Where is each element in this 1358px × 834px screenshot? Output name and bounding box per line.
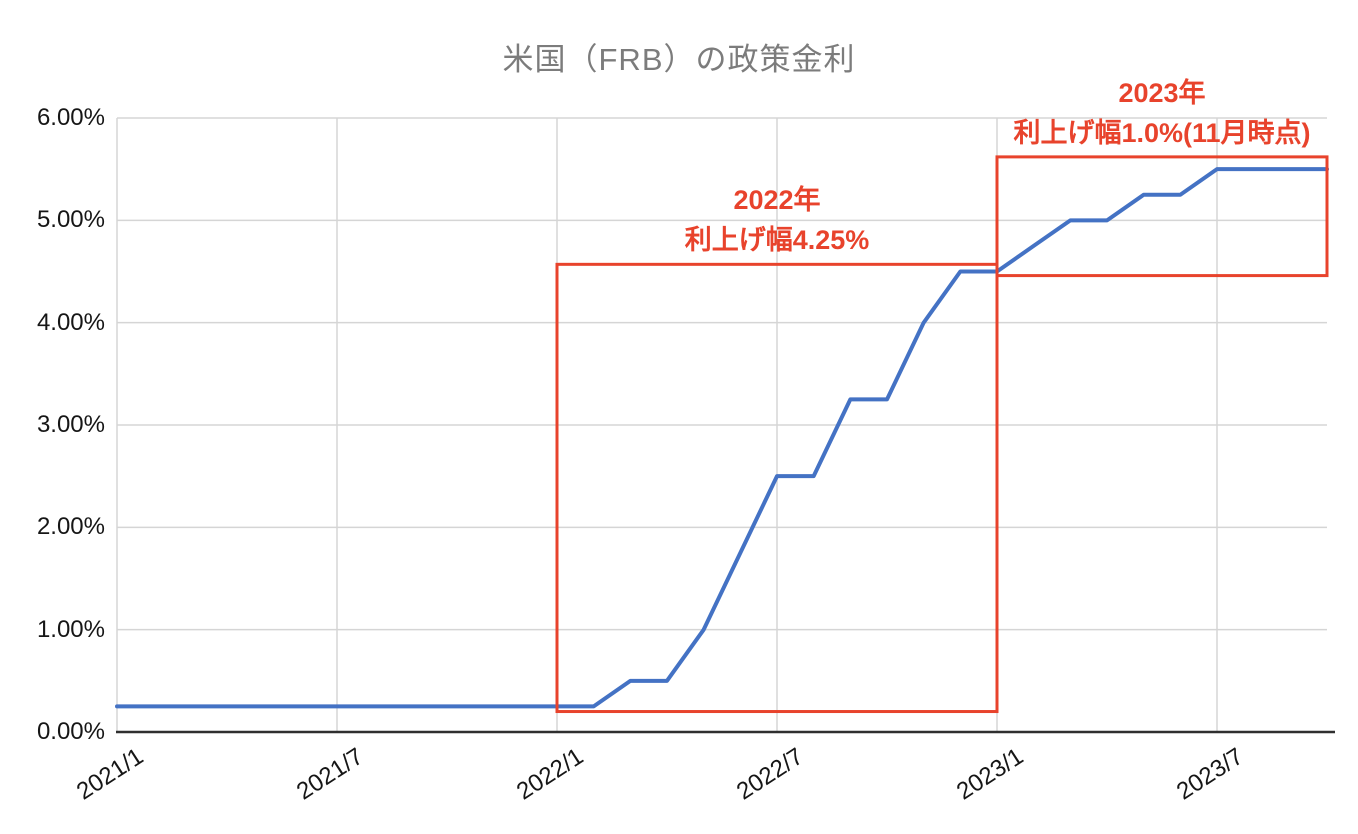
annotation-label-line: 2022年 bbox=[733, 185, 821, 216]
annotation-label-box-2023: 2023年利上げ幅1.0%(11月時点) bbox=[822, 73, 1358, 153]
chart-title: 米国（FRB）の政策金利 bbox=[502, 42, 856, 77]
annotation-label-line: 2023年 bbox=[1118, 77, 1206, 108]
annotation-label-line: 利上げ幅1.0%(11月時点) bbox=[1013, 117, 1311, 148]
y-tick-label: 5.00% bbox=[36, 206, 105, 234]
y-tick-label: 4.00% bbox=[36, 308, 105, 336]
y-tick-label: 1.00% bbox=[36, 615, 105, 643]
annotation-box-2022 bbox=[555, 262, 999, 714]
policy-rate-line bbox=[115, 167, 1329, 709]
y-tick-label: 3.00% bbox=[36, 411, 105, 438]
y-tick-label: 0.00% bbox=[36, 718, 105, 745]
annotation-box-2023 bbox=[995, 155, 1329, 278]
annotation-label-box-2022: 2022年利上げ幅4.25% bbox=[437, 180, 1117, 260]
y-tick-label: 2.00% bbox=[36, 513, 105, 541]
y-tick-label: 6.00% bbox=[36, 104, 105, 131]
annotation-label-line: 利上げ幅4.25% bbox=[684, 225, 870, 256]
